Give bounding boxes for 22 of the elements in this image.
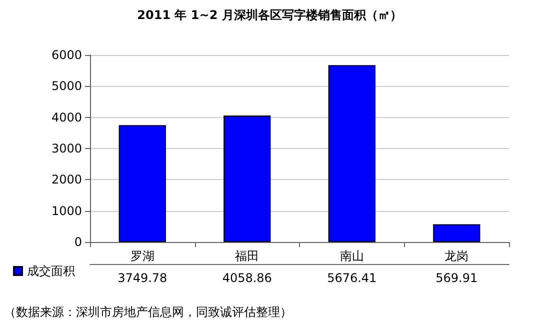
y-tick-label: 4000 (51, 110, 82, 124)
y-tick-label: 6000 (51, 48, 82, 62)
y-tick-label: 3000 (51, 142, 82, 156)
bar (224, 116, 271, 242)
text: （数据来源：深圳市房地产信息网，同致诚评估整理） (4, 305, 292, 319)
y-tick-label: 1000 (51, 204, 82, 218)
x-tick-label: 龙岗 (444, 249, 469, 263)
x-tick-label: 南山 (340, 249, 364, 263)
bar (433, 224, 480, 242)
x-tick-label: 罗湖 (130, 249, 154, 263)
y-tick-label: 5000 (51, 79, 82, 94)
chart-title: 2011 年 1~2 月深圳各区写字楼销售面积（㎡） (137, 8, 402, 22)
legend-label: 成交面积 (27, 264, 75, 278)
data-label: 4058.86 (222, 271, 272, 285)
bar (118, 125, 166, 242)
data-label: 5676.41 (327, 271, 377, 285)
data-label: 569.91 (436, 271, 478, 285)
x-tick-label: 福田 (235, 249, 260, 263)
data-label: 3749.78 (118, 271, 168, 285)
y-tick-label: 0 (74, 235, 82, 249)
bar (328, 65, 376, 242)
y-tick-label: 2000 (51, 172, 82, 187)
